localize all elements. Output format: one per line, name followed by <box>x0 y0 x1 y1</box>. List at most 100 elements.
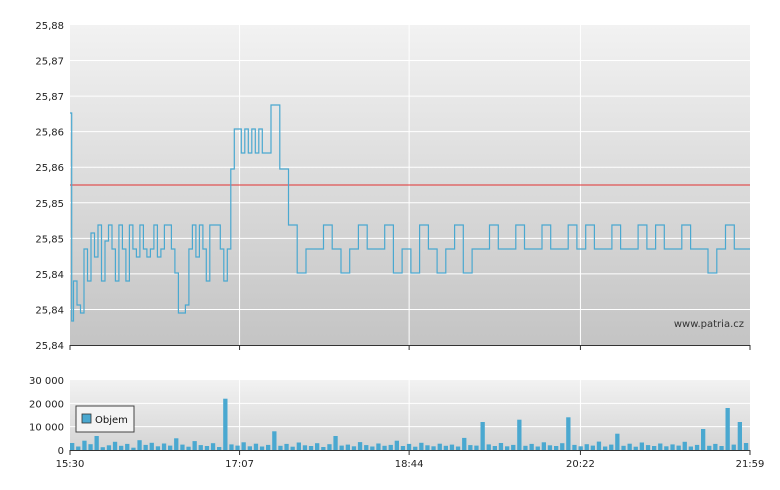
volume-bar <box>394 440 399 450</box>
volume-bar <box>645 445 651 450</box>
volume-bar <box>100 447 105 450</box>
volume-bar <box>486 444 491 450</box>
volume-bar <box>315 443 320 450</box>
volume-bar <box>266 444 271 450</box>
volume-bar <box>204 446 210 450</box>
volume-bar <box>449 444 455 450</box>
volume-bar <box>143 444 148 450</box>
volume-bar <box>547 445 553 450</box>
volume-bar <box>155 446 161 450</box>
volume-bar <box>419 442 424 450</box>
volume-bar <box>308 446 314 450</box>
volume-bar <box>719 446 724 450</box>
volume-bar <box>327 444 332 450</box>
volume-bar <box>235 445 240 450</box>
volume-bar <box>106 445 112 450</box>
price-y-axis: 25,88 25,87 25,87 25,86 25,86 25,85 25,85 25,84… <box>35 21 64 352</box>
price-y-tick-label: 25,88 <box>35 21 64 32</box>
volume-bar <box>406 443 412 450</box>
volume-grid <box>70 380 750 450</box>
volume-panel: 30 000 20 000 10 000 0 15:30 17:07 18:44 20:22… <box>29 376 764 470</box>
volume-bar <box>198 445 203 450</box>
volume-bar <box>192 441 197 450</box>
volume-bar <box>474 445 479 450</box>
volume-bar <box>370 446 375 450</box>
price-series-line <box>70 104 750 322</box>
volume-bar <box>357 442 363 450</box>
volume-bar <box>468 445 473 450</box>
volume-bar <box>94 436 99 450</box>
volume-bar <box>694 444 700 450</box>
volume-bar <box>523 445 528 450</box>
volume-bar <box>621 445 626 450</box>
price-y-tick-label: 25,85 <box>35 234 64 245</box>
volume-bar <box>161 443 167 450</box>
volume-bar <box>743 443 749 450</box>
volume-bar <box>112 441 118 450</box>
volume-bar <box>302 445 308 450</box>
x-tick-label: 21:59 <box>736 459 765 470</box>
volume-bar <box>737 422 742 450</box>
volume-bar <box>425 445 430 450</box>
volume-bar <box>351 446 357 450</box>
volume-bar <box>217 447 222 450</box>
volume-bar <box>284 443 289 450</box>
volume-y-tick-label: 0 <box>58 446 64 457</box>
volume-bar <box>400 446 406 450</box>
volume-bar <box>701 429 706 450</box>
volume-bar <box>229 444 234 450</box>
volume-bar <box>584 444 589 450</box>
volume-bar <box>247 446 252 450</box>
price-y-tick-label: 25,84 <box>35 270 64 281</box>
volume-bar <box>566 417 571 450</box>
volume-bar <box>413 446 418 450</box>
volume-bar <box>455 446 461 450</box>
volume-bar <box>505 446 510 450</box>
volume-bar <box>168 445 173 450</box>
volume-bar <box>82 440 87 450</box>
volume-bar <box>125 443 130 450</box>
watermark: www.patria.cz <box>674 319 744 330</box>
volume-y-tick-label: 30 000 <box>29 376 64 387</box>
price-y-tick-label: 25,86 <box>35 163 64 174</box>
volume-bar <box>462 437 467 450</box>
volume-bar <box>535 446 540 450</box>
price-y-tick-label: 25,84 <box>35 341 64 352</box>
price-y-tick-label: 25,84 <box>35 305 64 316</box>
volume-y-axis: 30 000 20 000 10 000 0 <box>29 376 64 457</box>
volume-x-axis-ticks: 15:30 17:07 18:44 20:22 21:59 <box>56 450 765 470</box>
price-y-tick-label: 25,87 <box>35 92 64 103</box>
volume-bar <box>70 443 75 450</box>
volume-bar <box>670 444 675 450</box>
volume-bars <box>70 398 749 450</box>
volume-bar <box>149 442 154 450</box>
volume-bar <box>658 443 663 450</box>
price-y-tick-label: 25,85 <box>35 199 64 210</box>
volume-bar <box>376 443 381 450</box>
volume-plot-area <box>70 380 750 450</box>
volume-bar <box>278 445 283 450</box>
volume-bar <box>345 444 350 450</box>
volume-bar <box>321 447 326 450</box>
volume-bar <box>443 445 448 450</box>
volume-bar <box>186 446 191 450</box>
x-tick-label: 20:22 <box>566 459 595 470</box>
volume-bar <box>437 443 442 450</box>
volume-bar <box>137 440 142 450</box>
volume-bar <box>603 446 608 450</box>
volume-bar <box>713 443 718 450</box>
volume-bar <box>596 441 602 450</box>
volume-bar <box>388 444 393 450</box>
volume-y-tick-label: 20 000 <box>29 399 64 410</box>
volume-bar <box>498 443 504 450</box>
volume-bar <box>76 446 81 450</box>
volume-bar <box>241 442 246 450</box>
volume-bar <box>572 444 577 450</box>
volume-bar <box>119 445 124 450</box>
volume-bar <box>578 446 583 450</box>
volume-bar <box>210 443 216 450</box>
volume-bar <box>272 431 277 450</box>
volume-bar <box>615 433 620 450</box>
volume-bar <box>174 438 179 450</box>
